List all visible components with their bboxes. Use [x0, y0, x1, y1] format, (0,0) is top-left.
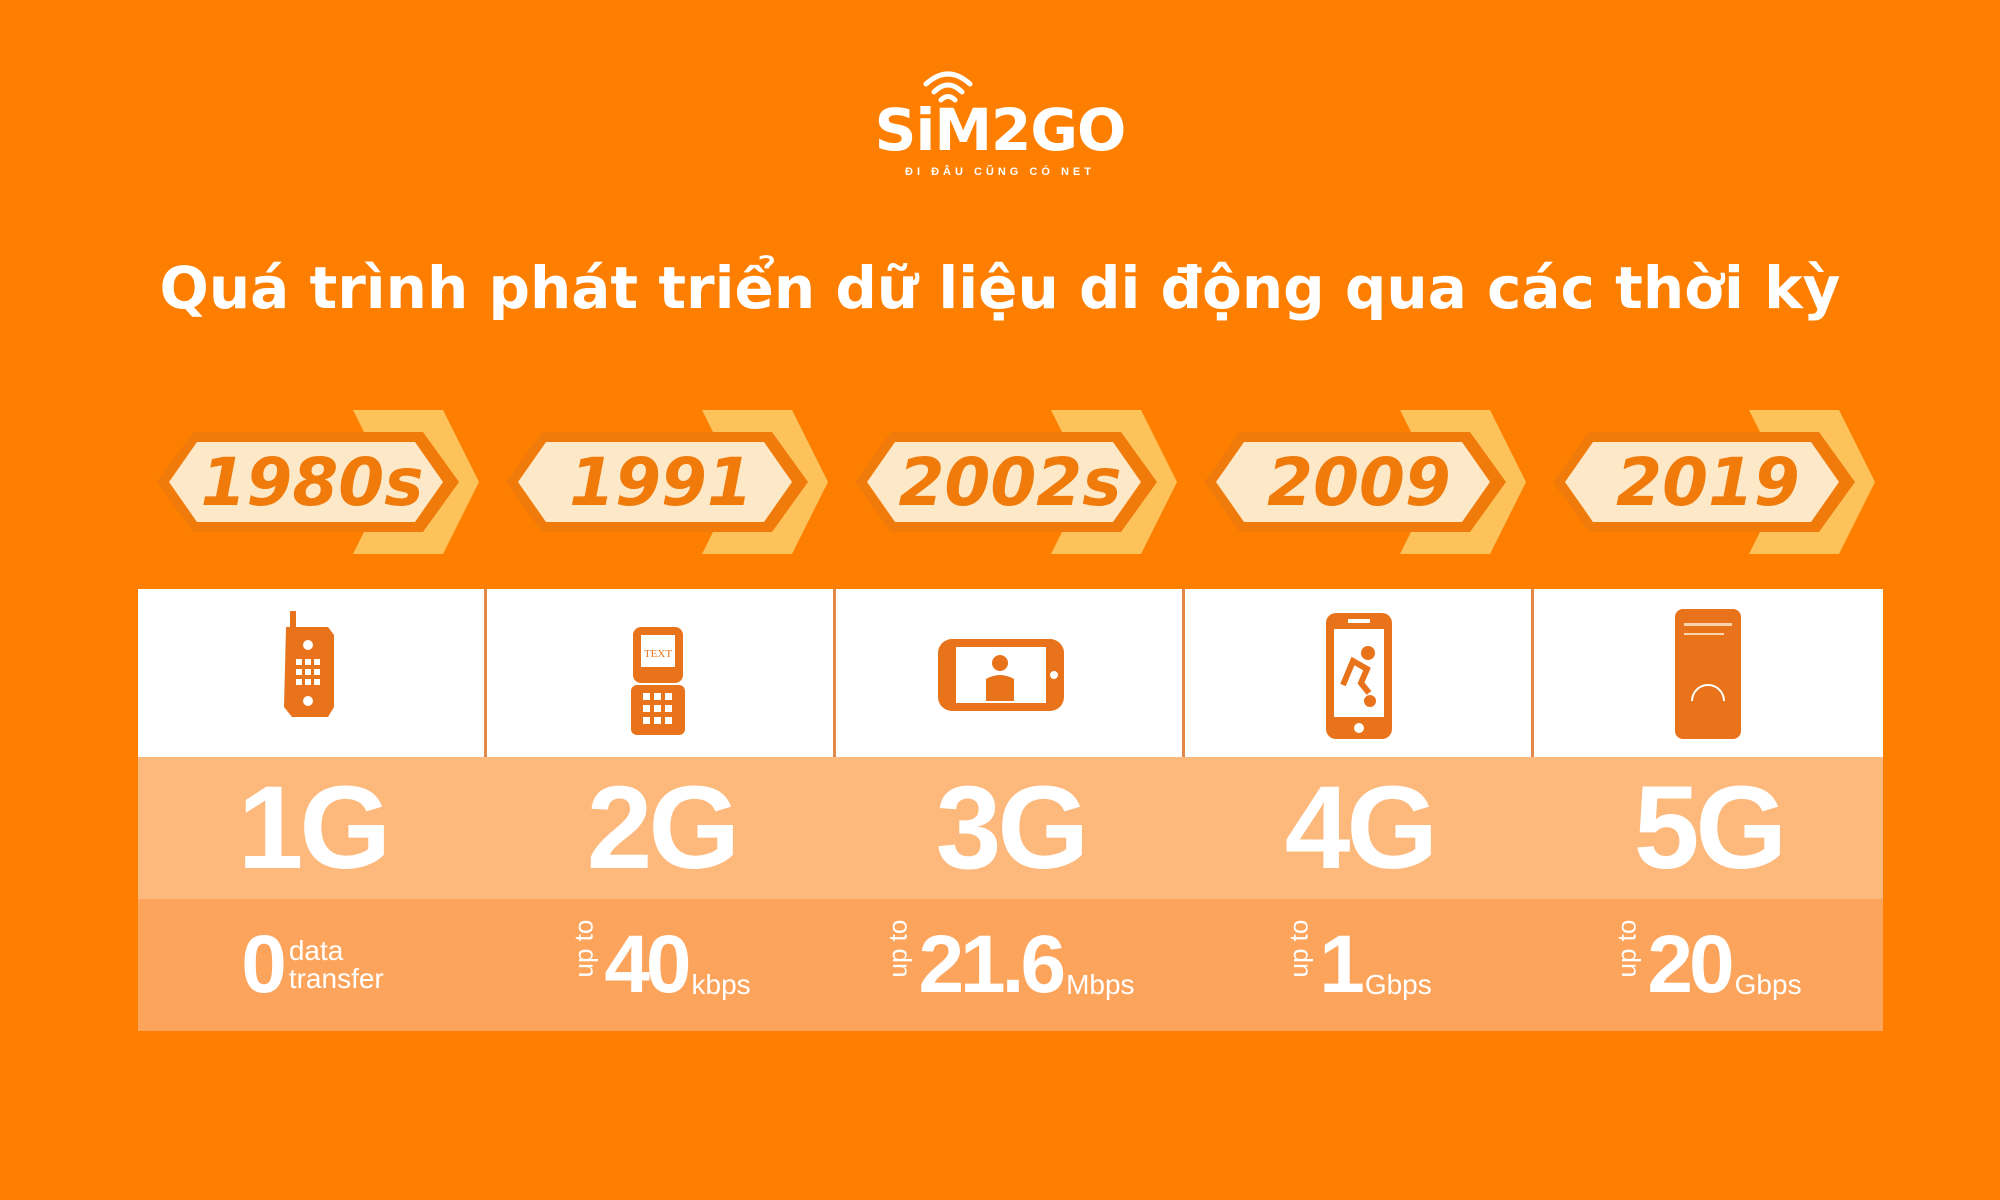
- year-label: 2019: [1616, 444, 1800, 521]
- icon-cell: [138, 589, 487, 757]
- speedtest-phone-icon: [1675, 609, 1741, 739]
- speed-prefix: up to: [1283, 919, 1314, 977]
- badge-chevron-shape: [855, 410, 1177, 554]
- speed-description: data transfer: [289, 937, 384, 993]
- year-label: 2002s: [898, 444, 1122, 521]
- year-badge-2019: 2019: [1553, 410, 1883, 555]
- speed-unit: Gbps: [1364, 969, 1432, 1000]
- speed-cell: up to 20 Gbps: [1534, 899, 1883, 1031]
- svg-text:TEXT: TEXT: [644, 648, 672, 660]
- wifi-icon: [923, 71, 973, 103]
- generation-label: 5G: [1534, 757, 1883, 899]
- speed-cell: up to 1 Gbps: [1185, 899, 1534, 1031]
- year-label: 1991: [569, 444, 753, 521]
- video-call-phone-icon: [938, 639, 1064, 711]
- logo: SiM2GO ĐI ĐÂU CŨNG CÓ NET: [870, 68, 1130, 178]
- generations-table: 1G 0 data transfer TEXT 2G up to 40 kbps …: [138, 589, 1883, 1031]
- generation-column-2G: TEXT 2G up to 40 kbps: [487, 589, 836, 1031]
- speed-cell: up to 40 kbps: [487, 899, 836, 1031]
- year-badge-2002s: 2002s: [855, 410, 1185, 555]
- logo-wordmark: SiM2GO: [874, 96, 1127, 164]
- badge-chevron-shape: [506, 410, 828, 554]
- generation-label: 4G: [1185, 757, 1534, 899]
- icon-cell: [1534, 589, 1883, 757]
- text-phone-icon: TEXT: [631, 627, 685, 735]
- column-divider: [1531, 589, 1534, 757]
- speed-unit: Gbps: [1734, 969, 1802, 1000]
- speed-unit: Mbps: [1066, 969, 1135, 1000]
- badge-chevron-shape: [157, 410, 479, 554]
- logo-tagline: ĐI ĐÂU CŨNG CÓ NET: [905, 166, 1095, 178]
- generation-column-3G: 3G up to 21.6 Mbps: [836, 589, 1185, 1031]
- column-divider: [484, 589, 487, 757]
- generation-label: 3G: [836, 757, 1185, 899]
- page-title: Quá trình phát triển dữ liệu di động qua…: [159, 254, 1841, 322]
- generation-column-4G: 4G up to 1 Gbps: [1185, 589, 1534, 1031]
- year-badge-1991: 1991: [506, 410, 836, 555]
- speed-prefix: up to: [1611, 919, 1642, 977]
- generation-column-1G: 1G 0 data transfer: [138, 589, 487, 1031]
- year-badge-2009: 2009: [1204, 410, 1534, 555]
- column-divider: [833, 589, 836, 757]
- icon-cell: TEXT: [487, 589, 836, 757]
- year-label: 2009: [1267, 444, 1451, 521]
- generation-label: 1G: [138, 757, 487, 899]
- year-label: 1980s: [200, 444, 424, 521]
- brick-phone-icon: [284, 611, 334, 717]
- badge-chevron-shape: [1204, 410, 1526, 554]
- speed-value: 20: [1647, 919, 1734, 1010]
- speed-desc-line: transfer: [288, 963, 384, 994]
- speed-unit: kbps: [691, 969, 751, 1000]
- speed-value: 0: [241, 919, 287, 1010]
- speed-desc-line: data: [288, 935, 344, 966]
- generation-label: 2G: [487, 757, 836, 899]
- year-badge-1980s: 1980s: [157, 410, 487, 555]
- badge-chevron-shape: [1553, 410, 1875, 554]
- speed-cell: 0 data transfer: [138, 899, 487, 1031]
- speed-value: 1: [1319, 919, 1365, 1010]
- speed-prefix: up to: [882, 919, 913, 977]
- speed-value: 40: [604, 919, 691, 1010]
- icon-cell: [1185, 589, 1534, 757]
- speed-cell: up to 21.6 Mbps: [836, 899, 1185, 1031]
- column-divider: [1182, 589, 1185, 757]
- speed-value: 21.6: [918, 919, 1066, 1010]
- smartphone-streaming-icon: [1326, 613, 1392, 739]
- generation-column-5G: 5G up to 20 Gbps: [1534, 589, 1883, 1031]
- speed-prefix: up to: [568, 919, 599, 977]
- icon-cell: [836, 589, 1185, 757]
